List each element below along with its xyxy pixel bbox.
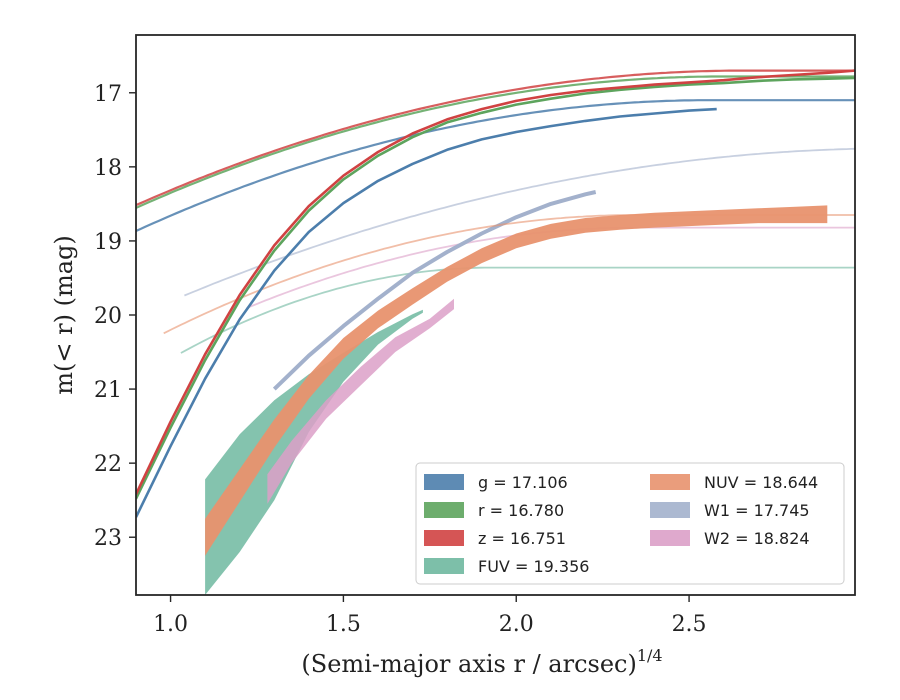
legend-label-fuv: FUV = 19.356 bbox=[478, 557, 589, 576]
legend-label-g: g = 17.106 bbox=[478, 473, 568, 492]
y-tick-label: 17 bbox=[94, 82, 122, 107]
y-tick-label: 21 bbox=[94, 378, 122, 403]
legend-swatch-g bbox=[424, 474, 464, 490]
legend-label-z: z = 16.751 bbox=[478, 529, 566, 548]
plot-area bbox=[136, 69, 855, 595]
series-fuv-band bbox=[205, 309, 423, 595]
y-tick-label: 23 bbox=[94, 526, 122, 551]
series-fuv-model-line bbox=[180, 266, 855, 354]
x-axis-label-exponent: 1/4 bbox=[637, 646, 663, 665]
legend-box bbox=[415, 462, 845, 585]
series-r-data-line bbox=[136, 76, 855, 500]
series-nuv bbox=[163, 205, 855, 556]
series-g bbox=[136, 99, 855, 518]
x-axis-label: (Semi-major axis r / arcsec)1/4 bbox=[301, 646, 662, 678]
legend-label-w2: W2 = 18.824 bbox=[704, 529, 810, 548]
legend: g = 17.106 r = 16.780 z = 16.751 FUV = 19.3… bbox=[415, 462, 845, 585]
series-w1-data-line bbox=[272, 190, 597, 391]
legend-label-r: r = 16.780 bbox=[478, 501, 564, 520]
series-w1-model-line bbox=[184, 147, 855, 297]
x-tick-label: 1.5 bbox=[326, 612, 361, 637]
x-tick-label: 1.0 bbox=[153, 612, 188, 637]
legend-swatch-nuv bbox=[650, 474, 690, 490]
legend-swatch-z bbox=[424, 530, 464, 546]
y-axis-label: m(< r) (mag) bbox=[50, 235, 78, 394]
legend-swatch-w1 bbox=[650, 502, 690, 518]
series-g-data-line bbox=[136, 107, 717, 518]
series-z-model-line bbox=[136, 69, 855, 207]
series-g-model-line bbox=[136, 99, 855, 233]
series-r bbox=[136, 75, 855, 500]
x-tick-label: 2.5 bbox=[672, 612, 707, 637]
y-tick-label: 20 bbox=[94, 304, 122, 329]
legend-swatch-r bbox=[424, 502, 464, 518]
series-r-model-line bbox=[136, 75, 855, 209]
series-w2-band bbox=[267, 298, 454, 504]
legend-swatch-w2 bbox=[650, 530, 690, 546]
y-tick-label: 22 bbox=[94, 452, 122, 477]
series-z bbox=[136, 69, 855, 495]
series-w1 bbox=[184, 147, 855, 391]
x-tick-label: 2.0 bbox=[499, 612, 534, 637]
series-fuv bbox=[180, 266, 855, 595]
legend-label-w1: W1 = 17.745 bbox=[704, 501, 810, 520]
series-z-data-line bbox=[136, 69, 855, 495]
legend-label-nuv: NUV = 18.644 bbox=[704, 473, 818, 492]
y-tick-label: 18 bbox=[94, 156, 122, 181]
axis-ticks: 1.0 1.5 2.0 2.5 17 18 19 20 21 22 23 bbox=[94, 82, 707, 637]
legend-swatch-fuv bbox=[424, 558, 464, 574]
y-tick-label: 19 bbox=[94, 230, 122, 255]
